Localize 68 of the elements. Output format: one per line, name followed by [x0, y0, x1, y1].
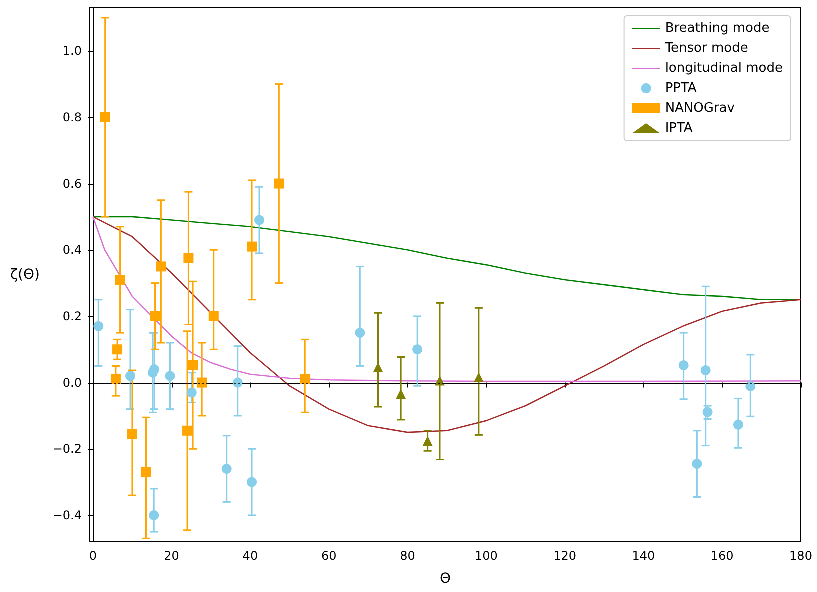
y-tick-label: −0.2 — [52, 442, 82, 456]
y-tick-label: 0.6 — [62, 176, 82, 191]
x-tick-label: 0 — [89, 549, 97, 563]
point — [186, 388, 197, 398]
point — [127, 429, 138, 440]
point — [94, 321, 104, 332]
point — [115, 274, 126, 285]
point — [182, 426, 193, 436]
point — [396, 389, 406, 400]
line-series — [92, 216, 802, 382]
point — [112, 344, 123, 355]
point — [434, 376, 445, 386]
point — [150, 311, 160, 322]
point — [110, 374, 121, 384]
y-tick-label: 0.0 — [62, 376, 82, 390]
point — [702, 407, 713, 418]
y-tick-label: 1.0 — [62, 44, 82, 58]
point — [126, 371, 136, 382]
x-tick-label: 20 — [164, 549, 180, 563]
legend-label: Tensor mode — [664, 41, 748, 56]
x-tick-label: 180 — [790, 549, 812, 563]
legend-label: NANOGrav — [665, 101, 736, 116]
x-tick-label: 40 — [242, 549, 258, 563]
point — [247, 477, 258, 488]
point — [422, 436, 433, 446]
y-tick-label: 0.4 — [62, 243, 82, 258]
point — [746, 381, 756, 392]
point — [197, 378, 208, 388]
point — [232, 378, 243, 388]
y-tick-label: 0.2 — [62, 309, 82, 324]
point — [150, 364, 160, 375]
x-tick-label: 140 — [632, 549, 656, 563]
legend-label: IPTA — [665, 121, 693, 136]
point — [149, 510, 160, 520]
legend-label: PPTA — [665, 81, 697, 96]
point — [733, 420, 744, 430]
legend-label: Breathing mode — [665, 21, 770, 36]
x-axis-title: Θ — [440, 571, 452, 587]
point — [700, 366, 711, 376]
point — [184, 253, 194, 264]
y-axis-title: ζ(Θ) — [10, 267, 40, 283]
point — [254, 215, 264, 226]
x-tick-label: 100 — [474, 549, 498, 563]
x-tick-label: 60 — [321, 549, 337, 563]
x-tick-label: 160 — [710, 549, 734, 563]
point — [141, 467, 152, 478]
point — [208, 311, 219, 322]
x-tick-label: 120 — [554, 549, 576, 563]
point — [355, 328, 366, 338]
point — [222, 464, 232, 474]
line-series — [92, 216, 802, 301]
point — [412, 344, 423, 355]
x-tick-label: 80 — [400, 549, 416, 563]
point — [247, 242, 258, 252]
legend-label: longitudinal mode — [665, 61, 783, 76]
point — [300, 374, 310, 384]
point — [373, 362, 384, 373]
point — [100, 112, 110, 122]
point — [188, 360, 198, 370]
point — [156, 262, 166, 272]
point — [474, 372, 484, 382]
point — [274, 178, 284, 189]
y-tick-label: 0.8 — [62, 110, 82, 124]
point — [692, 459, 702, 470]
point — [678, 360, 689, 371]
point — [165, 371, 176, 382]
y-tick-label: −0.4 — [52, 508, 82, 522]
line-series — [92, 216, 802, 434]
